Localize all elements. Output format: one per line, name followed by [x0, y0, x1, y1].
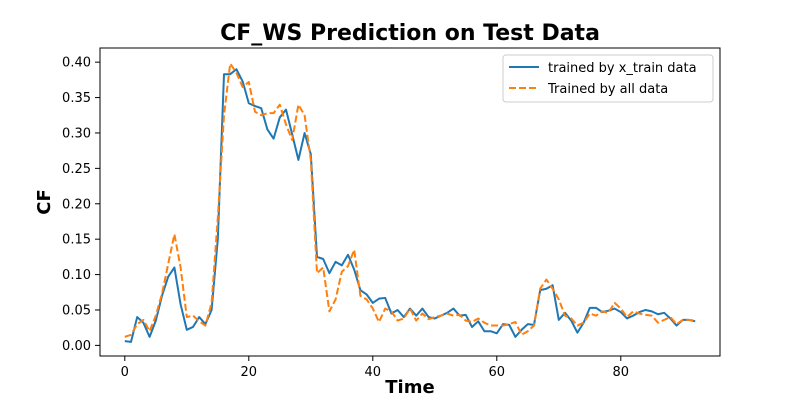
series-layer: [124, 62, 696, 343]
x-tick-label: 80: [613, 365, 630, 380]
y-tick-label: 0.40: [62, 56, 91, 71]
y-tick-label: 0.30: [62, 126, 91, 141]
y-axis-title: CF: [34, 189, 55, 215]
plot-frame: [99, 47, 721, 357]
x-axis-title: Time: [385, 377, 434, 398]
plot-area: [124, 62, 696, 343]
y-tick-label: 0.20: [62, 197, 91, 212]
chart-title: CF_WS Prediction on Test Data: [220, 21, 600, 46]
x-tick-label: 0: [121, 365, 129, 380]
x-tick-label: 60: [489, 365, 506, 380]
series-line-1: [124, 68, 696, 343]
legend-label-series-2: Trained by all data: [547, 82, 668, 97]
y-tick-label: 0.05: [62, 303, 91, 318]
y-tick-label: 0.35: [62, 91, 91, 106]
x-axis: 0 20 40 60 80: [121, 356, 629, 380]
y-tick-label: 0.15: [62, 233, 91, 248]
y-axis: 0.00 0.05 0.10 0.15 0.20 0.25 0.30 0.35 0.40: [62, 56, 100, 354]
y-tick-label: 0.00: [62, 339, 91, 354]
x-tick-label: 20: [241, 365, 258, 380]
y-tick-label: 0.10: [62, 268, 91, 283]
x-tick-label: 40: [365, 365, 382, 380]
legend: trained by x_train data Trained by all d…: [502, 54, 714, 103]
legend-label-series-1: trained by x_train data: [548, 61, 697, 76]
legend-box: [502, 54, 714, 103]
y-tick-label: 0.25: [62, 162, 91, 177]
